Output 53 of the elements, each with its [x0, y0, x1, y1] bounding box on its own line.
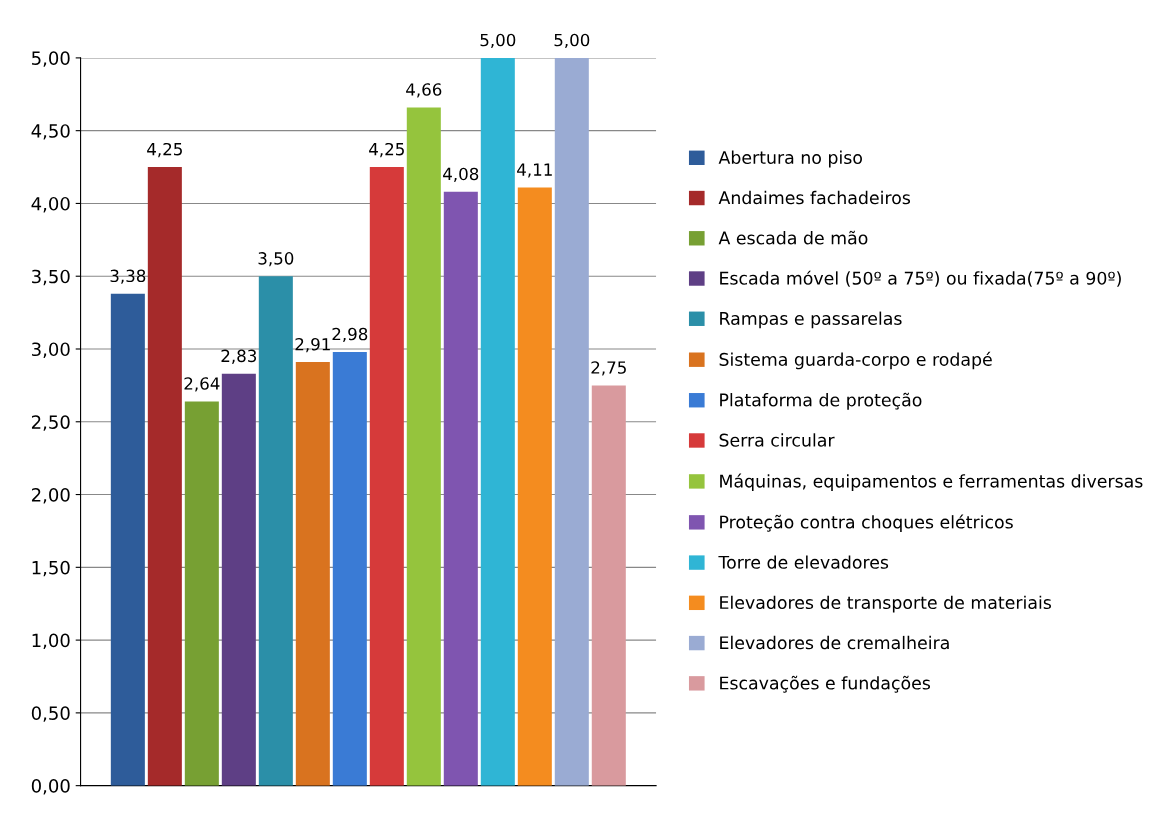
data-label: 2,75 [591, 361, 626, 376]
y-tick-label: 0,50 [31, 706, 70, 722]
y-tick-label: 4,00 [31, 196, 70, 213]
y-tick-label: 1,00 [32, 633, 70, 650]
bar [554, 57, 589, 786]
bar [369, 167, 404, 786]
data-label: 2,91 [295, 337, 330, 353]
legend-label: Elevadores de transporte de materiais [720, 595, 1052, 613]
bar [332, 351, 367, 786]
data-label: 2,64 [184, 377, 220, 392]
bar [443, 191, 478, 786]
data-label: 4,25 [147, 142, 182, 158]
legend-label: Rampas e passarelas [720, 311, 902, 329]
bar [147, 167, 182, 786]
y-tick-label: 3,50 [32, 269, 70, 286]
bar [221, 373, 256, 786]
y-tick-label: 4,50 [31, 124, 70, 140]
bar [406, 107, 441, 786]
bar [110, 293, 145, 786]
bar [591, 385, 626, 786]
legend-label: Máquinas, equipamentos e ferramentas diversas [720, 473, 1143, 492]
legend-label: Elevadores de cremalheira [720, 635, 949, 650]
data-label: 3,50 [258, 252, 294, 267]
y-tick-label: 5,00 [32, 51, 70, 67]
legend-label: Andaimes fachadeiros [718, 190, 911, 205]
bar [295, 362, 330, 786]
y-tick-label: 0,00 [31, 779, 70, 795]
y-tick-label: 1,50 [32, 560, 70, 577]
bar [480, 57, 515, 786]
legend-label: Sistema guarda-corpo e rodapé [719, 351, 992, 370]
data-label: 4,11 [517, 163, 552, 178]
legend-label: Torre de elevadores [718, 555, 889, 569]
legend-label: Escada móvel (50º a 75º) ou fixada(75º a 90º) [720, 270, 1121, 287]
data-label: 2,83 [221, 349, 257, 364]
data-label: 4,08 [443, 167, 479, 182]
data-label: 3,38 [110, 269, 146, 284]
legend-label: A escada de mão [718, 230, 868, 245]
bar [258, 276, 293, 786]
y-tick-label: 2,50 [31, 415, 70, 431]
y-tick-label: 3,00 [32, 342, 70, 358]
legend-label: Abertura no piso [718, 150, 862, 168]
data-label: 4,66 [406, 83, 442, 98]
data-label: 5,00 [480, 33, 516, 49]
bar [517, 187, 552, 786]
legend-label: Escavações e fundações [720, 675, 931, 693]
legend-label: Proteção contra choques elétricos [720, 514, 1013, 532]
data-label: 5,00 [554, 33, 590, 49]
data-label: 2,98 [332, 327, 368, 343]
legend-label: Plataforma de proteção [720, 392, 922, 410]
legend-label: Serra circular [719, 433, 835, 447]
y-tick-label: 2,00 [31, 488, 70, 504]
bar [184, 401, 219, 786]
data-label: 4,25 [369, 142, 404, 158]
